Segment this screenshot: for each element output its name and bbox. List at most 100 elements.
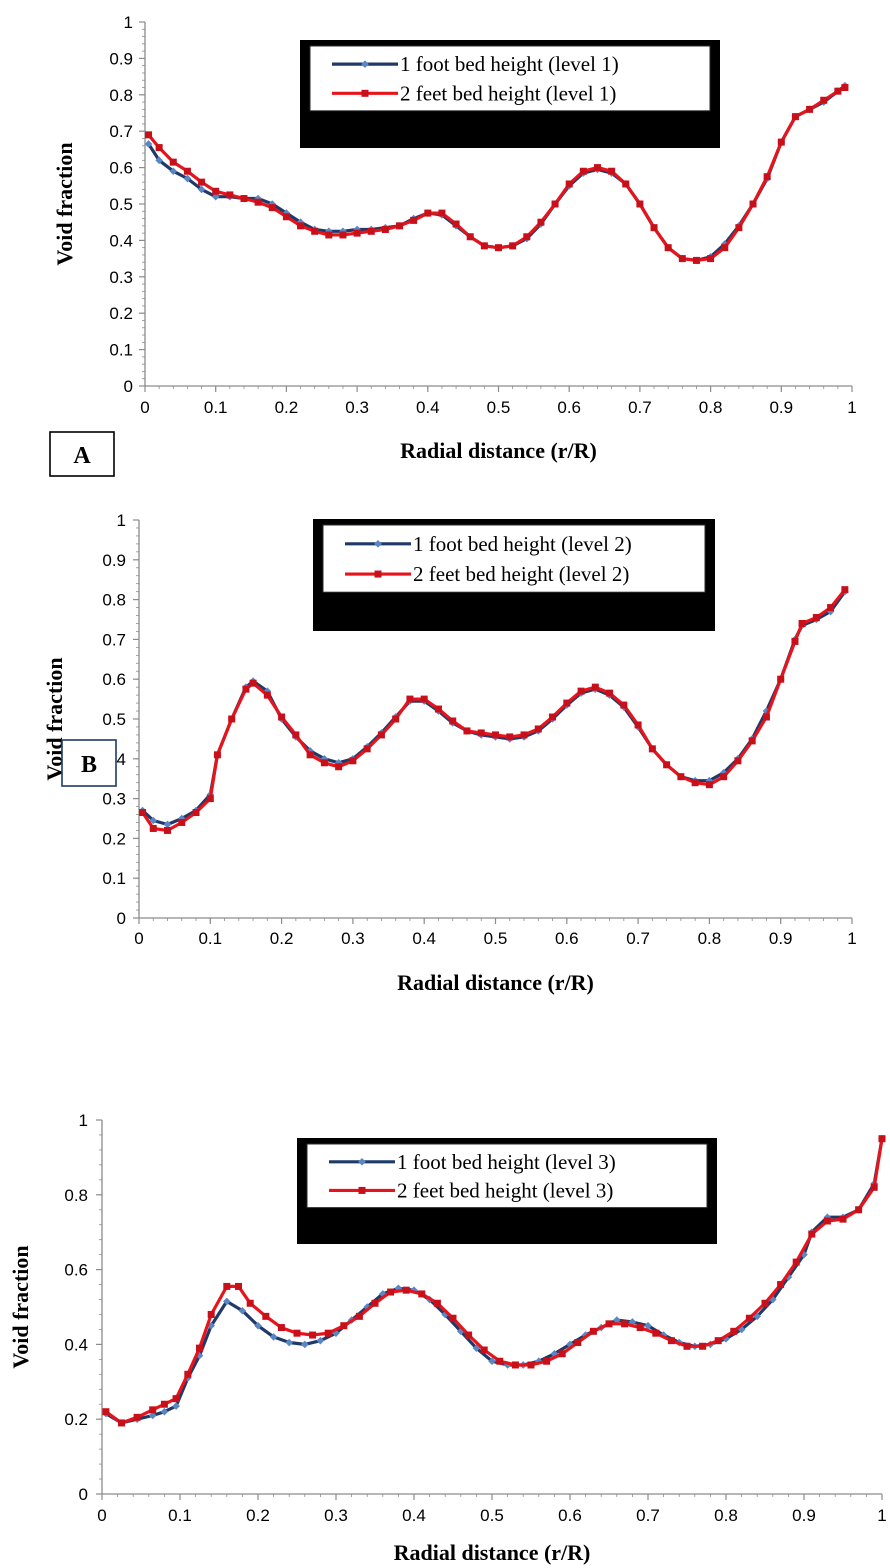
data-point [722, 1334, 730, 1343]
data-point [278, 713, 286, 721]
data-point [820, 96, 828, 104]
data-point [402, 1286, 410, 1294]
data-point [228, 715, 236, 723]
x-tick-label: 0 [97, 1506, 106, 1525]
data-point [285, 1338, 293, 1347]
legend: 1 foot bed height (level 1) 2 feet bed he… [300, 40, 720, 148]
data-point [172, 1402, 180, 1410]
data-point [511, 1361, 519, 1369]
data-point [133, 1413, 141, 1421]
y-axis-title: Void fraction [8, 1245, 33, 1368]
data-point [163, 820, 172, 829]
data-point [806, 105, 814, 113]
x-tick-label: 0.9 [769, 929, 793, 948]
x-axis-title: Radial distance (r/R) [394, 1540, 591, 1565]
data-point [579, 167, 587, 175]
x-tick-label: 0.7 [628, 398, 652, 417]
data-point [118, 1419, 125, 1427]
data-point [144, 140, 153, 148]
y-tick-label: 1 [124, 13, 133, 32]
data-point [537, 218, 545, 226]
data-point [183, 174, 192, 183]
data-point [160, 1400, 168, 1408]
y-tick-label: 0 [124, 377, 133, 396]
data-point [613, 1316, 621, 1324]
data-point [309, 1331, 317, 1339]
data-point [834, 87, 842, 95]
data-point [196, 1344, 203, 1352]
data-point [777, 1281, 785, 1289]
legend-label: 2 feet bed height (level 1) [400, 81, 616, 105]
data-point [192, 809, 200, 817]
data-point [509, 242, 517, 250]
data-point [589, 1327, 597, 1335]
data-point [777, 138, 785, 146]
data-point [355, 1312, 363, 1320]
data-point [488, 1357, 496, 1366]
data-point [363, 745, 371, 753]
legend-label: 1 foot bed height (level 1) [400, 52, 619, 76]
chart-panel-3: 0 0.2 0.4 0.6 0.8 1 0 0.1 0.2 0.3 0.4 0.5 0.6 0.7 0.8 0… [8, 1111, 887, 1565]
y-tick-label: 0.1 [109, 341, 133, 360]
data-point [577, 687, 585, 695]
data-point [226, 191, 234, 199]
panel-label-box [61, 739, 117, 787]
data-point [534, 725, 542, 733]
data-point [148, 1411, 157, 1420]
data-point [420, 695, 428, 703]
y-tick-label: 0.8 [64, 1186, 88, 1205]
data-point [198, 178, 206, 186]
data-point [721, 244, 729, 252]
data-point [565, 180, 573, 188]
data-point [745, 1314, 753, 1322]
data-point [240, 195, 248, 203]
data-point [620, 701, 628, 709]
data-point [841, 586, 849, 594]
data-point [335, 763, 343, 771]
data-point [506, 733, 514, 741]
y-tick-label: 0.3 [102, 790, 126, 809]
y-tick-label: 0.6 [102, 670, 126, 689]
data-point [827, 604, 835, 612]
data-point [306, 751, 314, 759]
data-point [644, 1321, 652, 1330]
x-tick-label: 0.8 [714, 1506, 738, 1525]
legend-label: 2 feet bed height (level 2) [413, 562, 629, 586]
legend: 1 foot bed height (level 3) 2 feet bed he… [297, 1138, 717, 1244]
x-tick-label: 0.7 [636, 1506, 660, 1525]
data-point [466, 233, 474, 241]
x-tick-label: 0.5 [484, 929, 508, 948]
chart-panel-1: 0 0.1 0.2 0.3 0.4 0.5 0.6 0.7 0.8 0.9 1 0 0.1 0.2 0.3 0… [49, 13, 857, 477]
data-point [246, 1299, 254, 1307]
data-point [705, 781, 713, 789]
data-point [139, 809, 147, 817]
data-point [730, 1327, 738, 1335]
data-point [263, 691, 271, 699]
data-point [523, 233, 531, 241]
data-point [791, 637, 799, 645]
panel-label: B [81, 752, 97, 778]
data-point [438, 209, 446, 217]
legend-box [306, 1143, 708, 1209]
data-point [777, 675, 785, 683]
data-point [316, 1336, 325, 1345]
data-point [551, 200, 559, 208]
data-point [605, 1320, 613, 1328]
chart-panel-2: 0 0.1 0.2 0.3 0.4 0.5 0.6 0.7 0.8 0.9 1 0 0.1 0.2 0.3 0… [42, 511, 857, 995]
data-point [683, 1342, 691, 1350]
data-point [823, 1217, 831, 1225]
y-axis-title: Void fraction [52, 142, 77, 265]
data-point [277, 1324, 285, 1332]
y-tick-label: 0.6 [64, 1261, 88, 1280]
data-point [268, 204, 276, 212]
data-point [213, 751, 221, 759]
x-tick-label: 1 [847, 398, 856, 417]
data-point [164, 826, 172, 834]
data-point [634, 721, 642, 729]
x-tick-label: 0.3 [345, 398, 369, 417]
y-tick-label: 0.6 [109, 159, 133, 178]
data-point [527, 1361, 535, 1369]
y-tick-label: 0.3 [109, 268, 133, 287]
data-point [410, 216, 418, 224]
data-point [183, 167, 191, 175]
